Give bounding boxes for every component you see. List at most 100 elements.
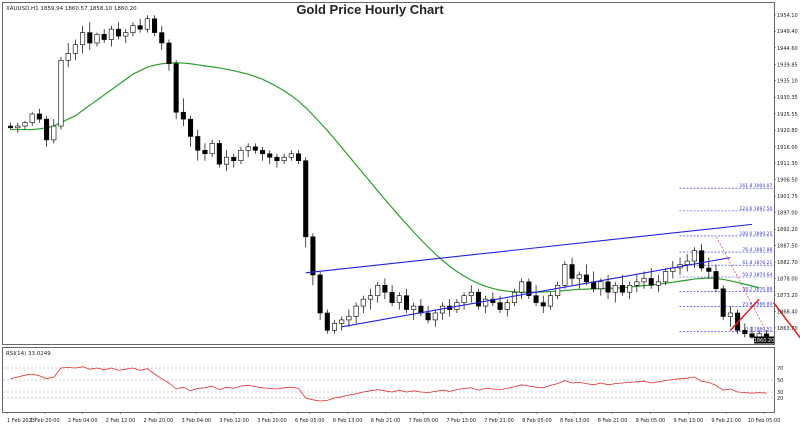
candle-body (51, 125, 57, 141)
candle-body (130, 25, 136, 33)
candlesticks (8, 15, 769, 341)
candle-body (274, 156, 280, 161)
candle (144, 15, 150, 33)
candle (742, 323, 748, 338)
price-tick-label: 1911.30 (777, 161, 798, 167)
price-tick-label: 1935.10 (777, 79, 798, 85)
channel-lower-line (341, 257, 731, 328)
candle-body (663, 271, 669, 283)
candle (101, 29, 107, 43)
candle (727, 306, 733, 327)
candle (583, 264, 589, 286)
candle-body (389, 291, 395, 303)
candle-body (65, 53, 71, 61)
candle-body (713, 271, 719, 290)
candle (749, 326, 755, 339)
rsi-line (10, 366, 767, 402)
price-tick-label: 1892.20 (777, 227, 798, 233)
candle (511, 288, 517, 307)
candle-body (245, 146, 251, 151)
candle-body (166, 42, 172, 65)
price-axis: 1954.10 1949.40 1944.60 1939.85 1935.10 1930.… (754, 13, 798, 344)
candle-body (627, 285, 633, 293)
candle (655, 274, 661, 293)
candle (526, 278, 532, 300)
candle (699, 243, 705, 272)
time-tick-label: 10 Feb 05:00 (748, 418, 781, 424)
price-tick-label: 1954.10 (777, 13, 798, 19)
candle (396, 292, 402, 310)
candle (310, 233, 316, 286)
candle (94, 32, 100, 47)
candle (475, 288, 482, 310)
candle (267, 150, 273, 165)
price-tick-label: 1897.00 (777, 211, 798, 217)
candle (231, 153, 237, 168)
candle-body (468, 291, 474, 296)
rsi-plot-frame (2, 347, 775, 413)
ma-line (10, 62, 760, 293)
candle (224, 150, 230, 172)
candle-body (224, 156, 230, 165)
time-tick-label: 2 Feb 04:00 (68, 418, 98, 424)
price-tick-label: 1920.80 (777, 128, 798, 134)
candle (58, 56, 64, 130)
candle-body (331, 323, 338, 331)
candle-body (238, 150, 244, 161)
candle-body (317, 274, 323, 314)
time-tick-label: 8 Feb 05:00 (522, 418, 552, 424)
candle-body (490, 298, 496, 303)
time-tick-label: 3 Feb 12:00 (219, 418, 249, 424)
candle-body (295, 153, 302, 161)
candle (281, 153, 287, 165)
candle-body (749, 333, 755, 338)
candle (634, 274, 640, 293)
fib-level-label: 38.2 1870.88 (742, 287, 772, 293)
fib-level-label: 0.0 1860.51 (745, 327, 772, 333)
time-tick-label: 1 Feb 20:00 (30, 418, 60, 424)
candle-body (44, 118, 50, 141)
candle-body (195, 136, 201, 151)
main-plot-frame (2, 2, 775, 345)
rsi-level-label: 50 (777, 378, 783, 384)
candle-body (324, 312, 330, 331)
candle-body (72, 44, 78, 54)
candle (173, 60, 179, 120)
candle-body (641, 278, 647, 283)
candle-body (80, 32, 86, 46)
price-tick-label: 1930.35 (777, 95, 798, 101)
candle-body (8, 125, 14, 129)
candle-body (720, 288, 726, 317)
price-tick-label: 1887.50 (777, 244, 798, 250)
candle (116, 22, 122, 40)
candle (367, 288, 374, 310)
candle (274, 153, 280, 168)
candle-body (267, 153, 273, 158)
time-tick-label: 8 Feb 21:00 (598, 418, 628, 424)
candle-body (555, 285, 561, 296)
candle-body (425, 312, 431, 321)
price-tick-label: 1873.20 (777, 293, 798, 299)
price-tick-label: 1949.40 (777, 29, 798, 35)
candle (411, 302, 417, 320)
candle-body (22, 122, 28, 127)
candle-body (375, 285, 381, 296)
candle (108, 25, 114, 47)
time-tick-label: 6 Feb 13:00 (333, 418, 363, 424)
fib-level-label: 76.4 1887.88 (742, 247, 772, 253)
price-tick-label: 1901.75 (777, 194, 798, 200)
candle-body (583, 274, 589, 283)
candle (346, 309, 352, 327)
candle (504, 299, 510, 317)
candle-body (188, 118, 194, 137)
candle (324, 309, 330, 334)
candle-body (598, 281, 604, 290)
candle-body (475, 291, 482, 307)
candle (562, 261, 568, 289)
candle-body (281, 156, 287, 161)
candle (432, 309, 438, 327)
price-channel (305, 223, 753, 328)
candle (540, 295, 546, 313)
candle (87, 22, 93, 50)
candle (202, 143, 208, 161)
